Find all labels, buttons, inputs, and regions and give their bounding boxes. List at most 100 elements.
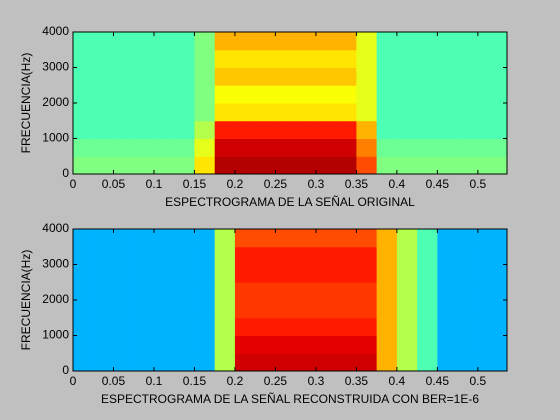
heatmap-cell [133, 120, 155, 139]
heatmap-cell [234, 138, 256, 157]
heatmap-cell [93, 264, 114, 283]
heatmap-cell [315, 156, 337, 175]
heatmap-cell [153, 67, 175, 86]
heatmap-cell [153, 156, 175, 175]
heatmap-cell [356, 353, 378, 372]
heatmap-cell [255, 229, 276, 248]
heatmap-cell [477, 335, 499, 354]
heatmap-cell [396, 138, 418, 157]
heatmap-cell [457, 85, 479, 104]
heatmap-cell [315, 282, 337, 301]
y-tick-label: 2000 [42, 95, 69, 109]
heatmap-cell [315, 300, 337, 319]
heatmap-cell [255, 317, 276, 336]
heatmap-cell [133, 353, 155, 372]
x-axis-label: ESPECTROGRAMA DE LA SEÑAL RECONSTRUIDA C… [101, 392, 479, 406]
heatmap-cell [295, 138, 317, 157]
heatmap-cell [275, 353, 297, 372]
heatmap-cell [194, 335, 216, 354]
heatmap-cell [336, 317, 357, 336]
heatmap-cell [275, 85, 297, 104]
heatmap-cell [396, 282, 418, 301]
heatmap-cell [396, 335, 418, 354]
heatmap-cell [153, 264, 175, 283]
heatmap-cell [194, 120, 216, 139]
y-tick-label: 1000 [42, 328, 69, 342]
heatmap-cell [214, 49, 236, 68]
heatmap-cell [73, 264, 94, 283]
heatmap-cell [477, 317, 499, 336]
heatmap-cell [336, 246, 357, 265]
heatmap-cell [133, 156, 155, 175]
heatmap-cell [498, 246, 508, 265]
heatmap-cell [295, 300, 317, 319]
heatmap-cell [457, 317, 479, 336]
heatmap-cell [376, 264, 398, 283]
heatmap-cell [275, 229, 297, 248]
y-tick-label: 1000 [42, 131, 69, 145]
heatmap-cell [234, 246, 256, 265]
heatmap-cell [73, 282, 94, 301]
heatmap-cell [234, 300, 256, 319]
heatmap-cell [275, 120, 297, 139]
heatmap-cell [255, 300, 276, 319]
heatmap-cell [295, 282, 317, 301]
heatmap-cell [417, 67, 438, 86]
heatmap-cell [417, 335, 438, 354]
heatmap-cell [275, 300, 297, 319]
heatmap-cell [275, 246, 297, 265]
heatmap-cell [174, 300, 195, 319]
heatmap-cell [396, 32, 418, 51]
heatmap-cell [214, 120, 236, 139]
heatmap-cell [275, 264, 297, 283]
heatmap-cell [498, 49, 508, 68]
heatmap-cell [153, 85, 175, 104]
heatmap-cell [498, 229, 508, 248]
heatmap-cell [255, 85, 276, 104]
heatmap-cell [255, 264, 276, 283]
heatmap-cell [396, 67, 418, 86]
heatmap-cell [113, 353, 135, 372]
x-tick-label: 0.2 [227, 177, 244, 191]
heatmap-cell [437, 138, 459, 157]
heatmap-cell [153, 138, 175, 157]
heatmap-cell [73, 32, 94, 51]
heatmap-cell [356, 32, 378, 51]
heatmap-cell [376, 335, 398, 354]
heatmap-cell [113, 282, 135, 301]
heatmap-cell [133, 32, 155, 51]
heatmap-cell [477, 67, 499, 86]
heatmap-cell [174, 156, 195, 175]
heatmap-cell [255, 335, 276, 354]
heatmap-cell [255, 103, 276, 122]
heatmap-cell [153, 353, 175, 372]
heatmap-cell [234, 353, 256, 372]
heatmap-cell [234, 49, 256, 68]
heatmap-cell [93, 335, 114, 354]
heatmap-cell [498, 120, 508, 139]
heatmap-cell [477, 103, 499, 122]
heatmap-cell [336, 120, 357, 139]
heatmap-cell [356, 246, 378, 265]
heatmap-cell [133, 317, 155, 336]
heatmap-cell [214, 246, 236, 265]
heatmap-cell [93, 229, 114, 248]
heatmap-cell [73, 49, 94, 68]
heatmap-cell [457, 67, 479, 86]
heatmap-cell [234, 103, 256, 122]
heatmap-cell [174, 229, 195, 248]
x-tick-label: 0.2 [227, 374, 244, 388]
heatmap-cell [153, 32, 175, 51]
heatmap-cell [255, 32, 276, 51]
heatmap-cell [457, 282, 479, 301]
heatmap-cell [133, 300, 155, 319]
heatmap-cell [498, 264, 508, 283]
heatmap-cell [315, 229, 337, 248]
heatmap-cell [315, 103, 337, 122]
heatmap-cell [133, 264, 155, 283]
heatmap-cell [376, 229, 398, 248]
heatmap-cell [417, 353, 438, 372]
heatmap-cell [396, 246, 418, 265]
heatmap-cell [214, 317, 236, 336]
heatmap-cell [477, 156, 499, 175]
